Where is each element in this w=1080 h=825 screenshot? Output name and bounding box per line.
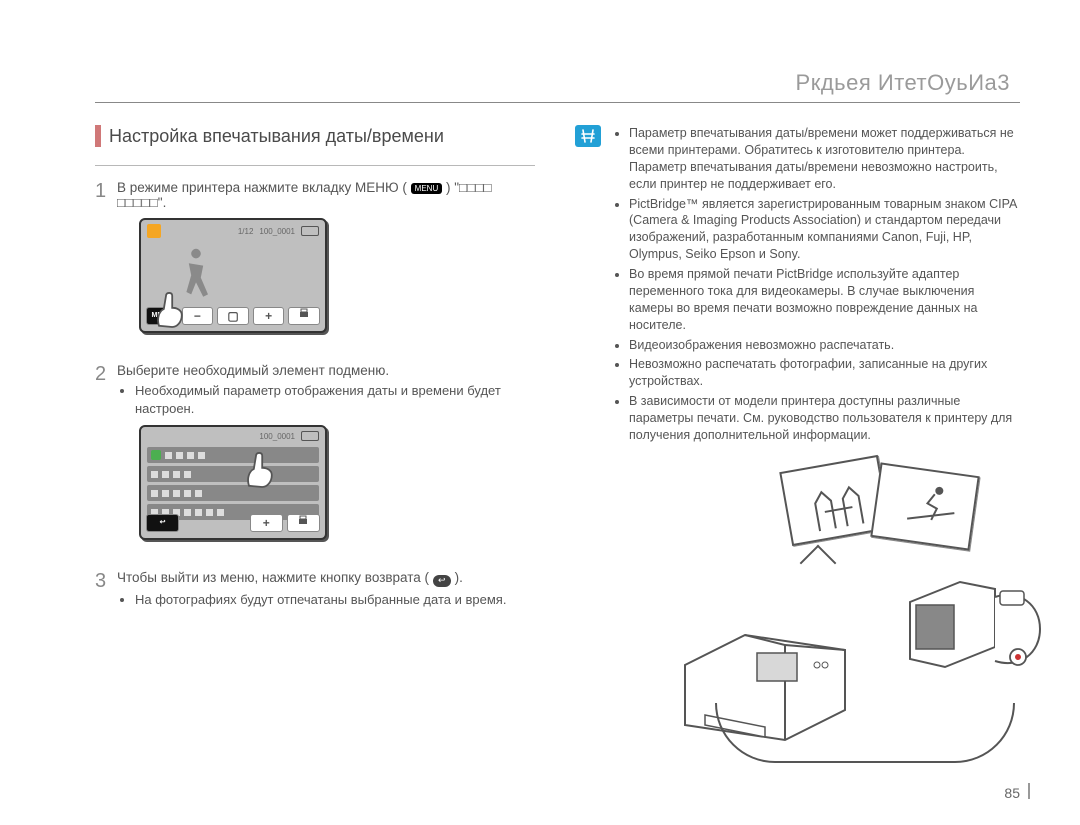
- note-icon: [575, 125, 601, 147]
- step-2: 2 Выберите необходимый элемент подменю. …: [95, 363, 535, 554]
- step-number: 1: [95, 180, 117, 347]
- menu-icon: MENU: [411, 183, 443, 194]
- step-3-text: Чтобы выйти из меню, нажмите кнопку возв…: [117, 570, 429, 585]
- step-3: 3 Чтобы выйти из меню, нажмите кнопку во…: [95, 570, 535, 612]
- lcd2-menu-rows: [147, 447, 319, 523]
- note-bullet: PictBridge™ является зарегистрированным …: [629, 196, 1020, 264]
- note-bullet: Видеоизображения невозможно распечатать.: [629, 337, 1020, 354]
- pointing-hand-icon: [237, 445, 285, 493]
- usb-cable-illustration: [715, 703, 1015, 763]
- note-block: Параметр впечатывания даты/времени может…: [575, 125, 1020, 447]
- lcd-back-button: ↩: [146, 514, 179, 532]
- arrow-up-icon: [800, 545, 837, 582]
- step-3-tail: ).: [455, 570, 463, 585]
- lcd-print-button: [288, 307, 320, 325]
- lcd1-file: 100_0001: [259, 227, 295, 236]
- heading-accent-bar: [95, 125, 101, 147]
- note-bullet: Во время прямой печати PictBridge исполь…: [629, 266, 1020, 334]
- battery-icon: [301, 226, 319, 236]
- camcorder-illustration: [900, 567, 1050, 682]
- printer-icon: [297, 515, 309, 527]
- step-number: 3: [95, 570, 117, 612]
- page-number-bar: [1028, 783, 1030, 799]
- note-bullet: Параметр впечатывания даты/времени может…: [629, 125, 1020, 193]
- step-2-bullet: Необходимый параметр отображения даты и …: [135, 382, 535, 417]
- section-rule: [95, 165, 535, 166]
- note-bullet: Невозможно распечатать фотографии, запис…: [629, 356, 1020, 390]
- skier-icon: [900, 478, 964, 534]
- section-heading: Настройка впечатывания даты/времени: [95, 125, 535, 147]
- chapter-title: Ркдьея ИтетОуьИа3: [95, 70, 1020, 96]
- return-icon: ↩: [433, 575, 451, 587]
- step-2-text: Выберите необходимый элемент подменю.: [117, 363, 389, 378]
- lcd1-counter: 1/12: [238, 227, 254, 236]
- rec-indicator-icon: [147, 224, 161, 238]
- battery-icon: [301, 431, 319, 441]
- bridge-icon: [804, 475, 872, 535]
- step-1-text: В режиме принтера нажмите вкладку МЕНЮ (: [117, 180, 407, 195]
- left-column: Настройка впечатывания даты/времени 1 В …: [95, 125, 535, 628]
- page-number: 85: [1004, 785, 1020, 801]
- photo-print-2: [870, 462, 979, 550]
- right-column: Параметр впечатывания даты/времени может…: [575, 125, 1020, 628]
- lcd-plus-button: +: [253, 307, 285, 325]
- section-heading-text: Настройка впечатывания даты/времени: [109, 126, 444, 147]
- pointing-hand-icon: [147, 285, 195, 333]
- step-number: 2: [95, 363, 117, 554]
- printer-icon: [298, 308, 310, 320]
- lcd-screenshot-2: 100_0001 ↩: [139, 425, 327, 540]
- lcd-screenshot-1: 1/12 100_0001 MENU −: [139, 218, 327, 333]
- step-1: 1 В режиме принтера нажмите вкладку МЕНЮ…: [95, 180, 535, 347]
- header-rule: [95, 102, 1020, 103]
- check-icon: [151, 450, 161, 460]
- lcd2-file: 100_0001: [259, 432, 295, 441]
- step-3-bullet: На фотографиях будут отпечатаны выбранны…: [135, 591, 535, 609]
- workflow-illustration: [615, 445, 1045, 765]
- lcd-card-button: ▢: [217, 307, 249, 325]
- lcd-print-button: [287, 514, 320, 532]
- note-bullet: В зависимости от модели принтера доступн…: [629, 393, 1020, 444]
- lcd-plus-button: +: [250, 514, 283, 532]
